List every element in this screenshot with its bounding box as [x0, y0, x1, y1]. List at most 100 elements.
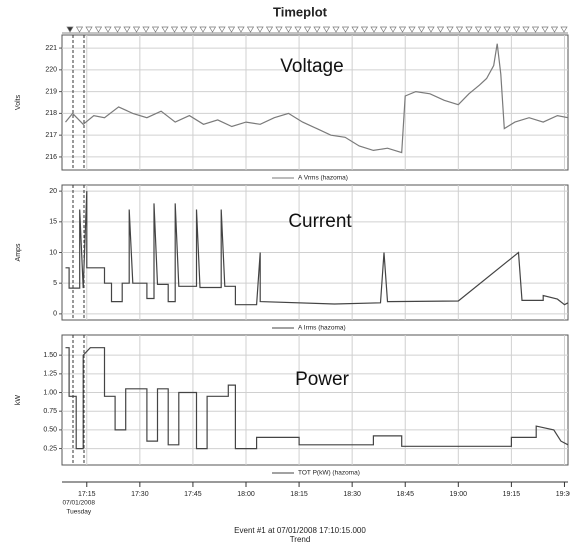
y-tick-label: 5 — [53, 280, 57, 287]
event-marker — [512, 26, 521, 33]
x-tick-label: 18:30 — [343, 491, 361, 498]
y-tick-label: 216 — [45, 154, 57, 161]
event-marker — [436, 26, 445, 33]
event-marker — [104, 26, 112, 33]
series-line — [65, 347, 569, 450]
event-marker — [503, 26, 511, 33]
x-tick-label: 18:00 — [237, 491, 255, 498]
series-line — [65, 43, 569, 154]
x-tick-label: 17:30 — [131, 491, 149, 498]
event-marker — [484, 26, 492, 33]
event-marker — [398, 26, 407, 33]
y-tick-label: 218 — [45, 110, 57, 117]
event-marker — [303, 26, 312, 33]
event-marker — [85, 26, 93, 33]
chart-title: Timeplot — [273, 4, 328, 19]
footer-event: Event #1 at 07/01/2008 17:10:15.000 — [234, 526, 366, 535]
event-marker — [389, 26, 397, 33]
y-tick-label: 0.75 — [43, 408, 57, 415]
event-marker — [465, 26, 473, 33]
y-tick-label: 1.00 — [43, 389, 57, 396]
event-marker — [332, 26, 340, 33]
event-marker — [341, 26, 350, 33]
x-tick-label: 19:30 — [556, 491, 570, 498]
event-marker — [123, 26, 131, 33]
event-marker — [379, 26, 388, 33]
y-tick-label: 1.25 — [43, 371, 57, 378]
y-tick-label: 0 — [53, 311, 57, 318]
x-tick-label: 19:15 — [503, 491, 521, 498]
x-tick-label: 17:15 — [78, 491, 96, 498]
panel-title: Power — [295, 369, 350, 390]
event-marker — [351, 26, 359, 33]
legend-label: A Vrms (hazoma) — [298, 175, 348, 182]
event-marker — [237, 26, 245, 33]
event-marker — [493, 26, 502, 33]
event-marker — [189, 26, 198, 33]
event-marker — [113, 26, 122, 33]
event-marker — [370, 26, 378, 33]
event-marker — [408, 26, 416, 33]
y-tick-label: 1.50 — [43, 352, 57, 359]
y-tick-label: 10 — [49, 249, 57, 256]
y-tick-label: 0.50 — [43, 427, 57, 434]
legend-label: TOT P(kW) (hazoma) — [298, 470, 360, 477]
event-marker — [199, 26, 207, 33]
y-tick-label: 217 — [45, 132, 57, 139]
event-marker — [132, 26, 141, 33]
event-marker — [294, 26, 302, 33]
x-tick-label: 19:00 — [450, 491, 468, 498]
event-marker — [66, 26, 74, 33]
panel-title: Current — [288, 211, 352, 232]
event-marker — [427, 26, 435, 33]
y-tick-label: 0.25 — [43, 445, 57, 452]
footer-view: Trend — [290, 535, 311, 544]
plot-area — [61, 34, 569, 171]
event-marker — [161, 26, 169, 33]
event-marker — [550, 26, 559, 33]
event-marker — [474, 26, 483, 33]
event-marker — [256, 26, 264, 33]
event-marker — [446, 26, 454, 33]
series-line — [65, 191, 569, 306]
event-marker — [218, 26, 226, 33]
event-marker — [227, 26, 236, 33]
event-marker — [560, 26, 568, 33]
event-marker — [75, 26, 84, 33]
event-marker — [151, 26, 160, 33]
y-tick-label: 219 — [45, 88, 57, 95]
event-marker — [284, 26, 293, 33]
event-marker — [541, 26, 549, 33]
y-tick-label: 221 — [45, 45, 57, 52]
event-marker — [94, 26, 103, 33]
y-axis-label: kW — [15, 395, 22, 406]
panel-title: Voltage — [280, 56, 343, 77]
event-marker — [522, 26, 530, 33]
event-marker — [322, 26, 331, 33]
event-marker — [275, 26, 283, 33]
weekday-label: Tuesday — [66, 509, 91, 516]
y-tick-label: 220 — [45, 67, 57, 74]
event-marker — [265, 26, 274, 33]
event-marker — [208, 26, 217, 33]
plot-area — [61, 334, 569, 466]
y-axis-label: Volts — [15, 94, 22, 110]
legend-label: A Irms (hazoma) — [298, 325, 346, 332]
event-marker — [313, 26, 321, 33]
x-tick-label: 17:45 — [184, 491, 202, 498]
event-marker — [417, 26, 426, 33]
event-marker — [455, 26, 464, 33]
event-marker — [246, 26, 255, 33]
x-tick-label: 18:45 — [396, 491, 414, 498]
date-label: 07/01/2008 — [62, 500, 95, 507]
event-marker — [531, 26, 540, 33]
event-marker — [170, 26, 179, 33]
event-marker — [142, 26, 150, 33]
y-axis-label: Amps — [15, 243, 22, 261]
y-tick-label: 20 — [49, 188, 57, 195]
x-tick-label: 18:15 — [290, 491, 308, 498]
event-marker — [360, 26, 369, 33]
event-marker — [180, 26, 188, 33]
y-tick-label: 15 — [49, 219, 57, 226]
